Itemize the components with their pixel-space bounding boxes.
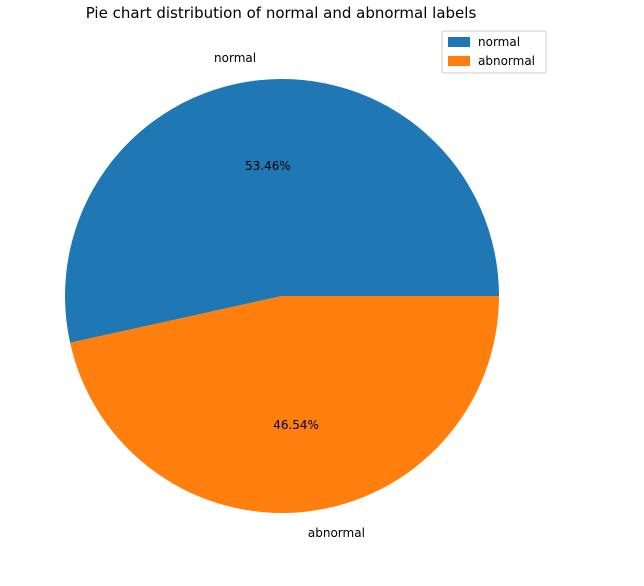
pie-slice-normal bbox=[64, 78, 500, 343]
legend: normal abnormal bbox=[441, 30, 547, 74]
legend-label-normal: normal bbox=[478, 35, 520, 49]
slice-percent-normal: 53.46% bbox=[245, 159, 291, 173]
pie-slices bbox=[64, 78, 500, 513]
pie-slice-abnormal bbox=[70, 296, 500, 513]
pie-labels: normal 53.46% abnormal 46.54% bbox=[214, 51, 365, 540]
slice-label-abnormal: abnormal bbox=[308, 526, 365, 540]
chart-title: Pie chart distribution of normal and abn… bbox=[86, 4, 477, 22]
slice-percent-abnormal: 46.54% bbox=[273, 418, 319, 432]
legend-swatch-abnormal bbox=[448, 56, 470, 66]
legend-swatch-normal bbox=[448, 37, 470, 47]
slice-label-normal: normal bbox=[214, 51, 256, 65]
legend-label-abnormal: abnormal bbox=[478, 54, 535, 68]
